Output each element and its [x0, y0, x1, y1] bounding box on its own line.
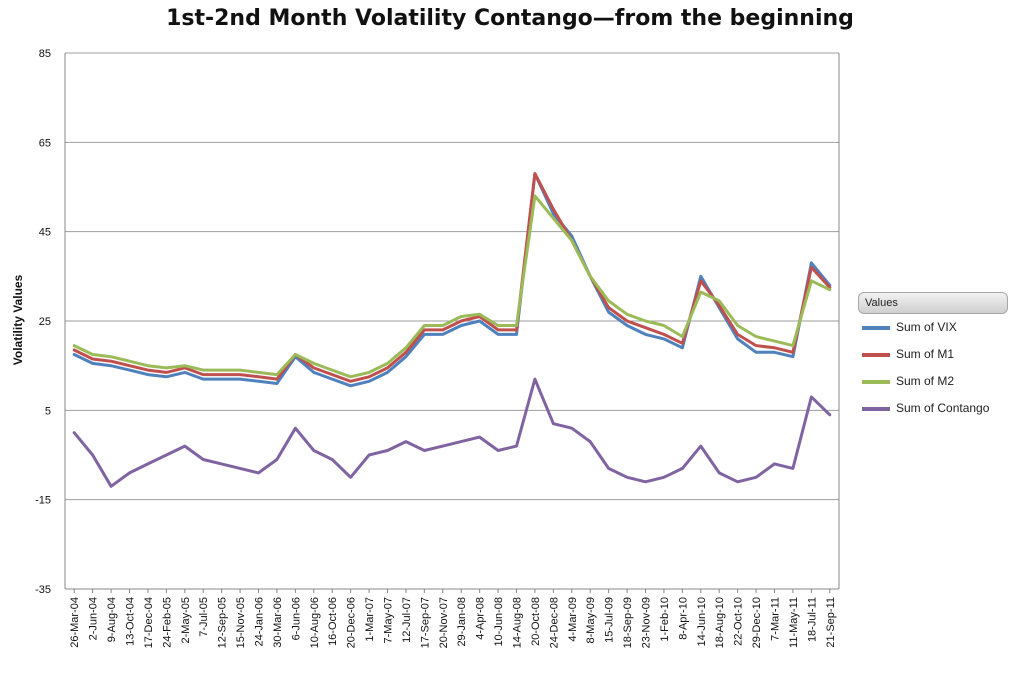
chart-title: 1st-2nd Month Volatility Contango—from t… — [166, 6, 854, 31]
legend: Values Sum of VIX Sum of M1 Sum of M2 Su… — [858, 292, 1008, 420]
x-tick-label: 8-Apr-10 — [677, 597, 689, 640]
series-line-sum-of-m2 — [72, 194, 832, 379]
y-tick-label: 25 — [39, 316, 51, 328]
x-tick-label: 9-Aug-04 — [106, 597, 118, 642]
x-tick-label: 29-Jan-08 — [456, 597, 468, 647]
x-tick-label: 24-Feb-05 — [161, 597, 173, 648]
x-tick-label: 2-May-05 — [180, 597, 192, 643]
x-tick-label: 22-Oct-10 — [733, 597, 745, 646]
x-tick-label: 20-Dec-06 — [346, 597, 358, 648]
y-axis-label: Volatility Values — [11, 274, 25, 365]
legend-swatch-contango — [862, 407, 890, 411]
x-tick-label: 8-May-09 — [585, 597, 597, 643]
x-tick-label: 2-Jun-04 — [88, 597, 100, 640]
legend-label-vix: Sum of VIX — [896, 320, 957, 334]
series-line-sum-of-contango — [72, 377, 832, 488]
legend-swatch-m1 — [862, 353, 890, 357]
x-tick-label: 18-Sep-09 — [622, 597, 634, 648]
legend-item-m2: Sum of M2 — [858, 368, 1008, 395]
x-tick-label: 6-Jun-06 — [290, 597, 302, 640]
x-tick-label: 20-Nov-07 — [438, 597, 450, 648]
x-tick-label: 18-Jul-11 — [806, 597, 818, 642]
series-line-sum-of-m1 — [72, 172, 832, 383]
x-tick-label: 17-Dec-04 — [143, 597, 155, 648]
legend-item-m1: Sum of M1 — [858, 341, 1008, 368]
x-tick-label: 13-Oct-04 — [125, 597, 137, 646]
legend-label-m1: Sum of M1 — [896, 347, 955, 361]
legend-item-contango: Sum of Contango — [858, 395, 1008, 422]
x-tick-label: 1-Feb-10 — [659, 597, 671, 642]
x-tick-label: 7-May-07 — [383, 597, 395, 643]
gridlines — [64, 52, 840, 590]
series-line-sum-of-vix — [72, 172, 832, 388]
y-tick-label: 45 — [39, 227, 51, 239]
x-tick-label: 21-Sep-11 — [825, 597, 837, 648]
x-tick-label: 26-Mar-04 — [69, 597, 81, 648]
x-tick-label: 1-Mar-07 — [364, 597, 376, 642]
x-tick-label: 14-Jun-10 — [696, 597, 708, 647]
x-tick-label: 17-Sep-07 — [419, 597, 431, 648]
x-tick-label: 14-Aug-08 — [512, 597, 524, 648]
x-tick-label: 18-Aug-10 — [714, 597, 726, 648]
x-tick-label: 24-Dec-08 — [548, 597, 560, 648]
legend-title[interactable]: Values — [858, 292, 1008, 314]
x-tick-label: 29-Dec-10 — [751, 597, 763, 648]
y-tick-label: -35 — [35, 584, 51, 596]
x-tick-label: 20-Oct-08 — [530, 597, 542, 646]
x-tick-label: 10-Aug-06 — [309, 597, 321, 648]
x-tick-label: 11-May-11 — [788, 597, 800, 648]
x-tick-label: 16-Oct-06 — [327, 597, 339, 646]
x-tick-label: 7-Mar-11 — [770, 597, 782, 641]
y-tick-label: 65 — [39, 137, 51, 149]
y-axis-ticks: -35 -15 5 25 45 65 85 — [35, 48, 51, 596]
legend-item-vix: Sum of VIX — [858, 314, 1008, 341]
y-tick-label: -15 — [35, 495, 51, 507]
x-tick-label: 15-Nov-05 — [235, 597, 247, 648]
x-tick-label: 15-Jul-09 — [604, 597, 616, 643]
x-tick-label: 12-Jul-07 — [401, 597, 413, 643]
legend-swatch-vix — [862, 326, 890, 330]
x-tick-label: 7-Jul-05 — [198, 597, 210, 637]
x-tick-label: 30-Mar-06 — [272, 597, 284, 648]
x-tick-label: 10-Jun-08 — [493, 597, 505, 647]
x-tick-label: 24-Jan-06 — [254, 597, 266, 647]
x-tick-label: 12-Sep-05 — [217, 597, 229, 648]
y-tick-label: 85 — [39, 48, 51, 60]
y-tick-label: 5 — [45, 405, 51, 417]
legend-label-contango: Sum of Contango — [896, 401, 990, 415]
x-tick-label: 4-Mar-09 — [567, 597, 579, 642]
legend-label-m2: Sum of M2 — [896, 374, 955, 388]
x-tick-label: 23-Nov-09 — [641, 597, 653, 648]
legend-swatch-m2 — [862, 380, 890, 384]
series-lines — [72, 172, 832, 488]
x-axis-ticks: 26-Mar-04 2-Jun-04 9-Aug-04 13-Oct-04 17-Dec… — [69, 589, 837, 648]
x-tick-label: 4-Apr-08 — [475, 597, 487, 640]
